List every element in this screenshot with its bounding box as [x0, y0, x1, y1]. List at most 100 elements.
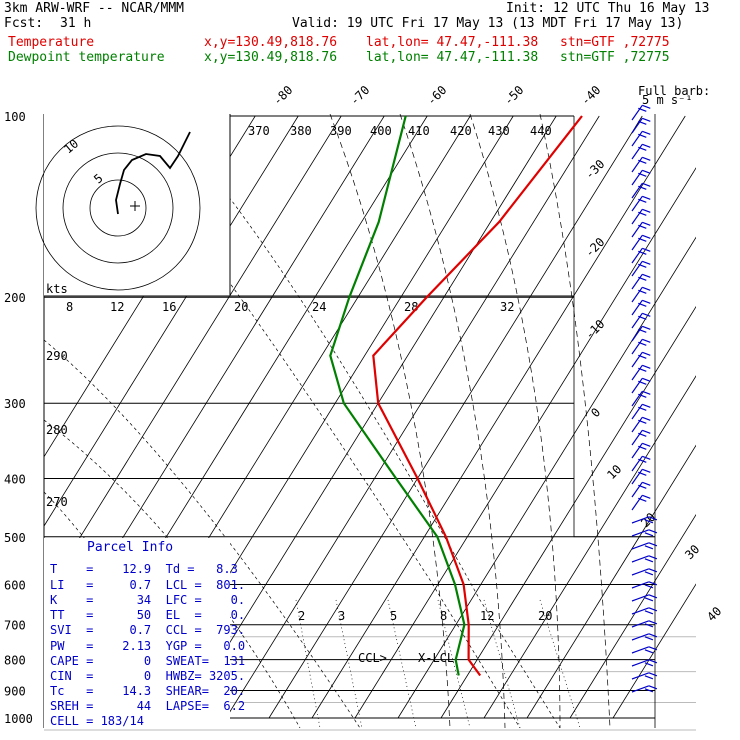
pressure-label: 400: [4, 472, 26, 486]
mixing-ratio-label: 5: [390, 609, 397, 623]
wind-barb: [631, 390, 651, 407]
pressure-label: 800: [4, 654, 26, 668]
wind-barb: [631, 468, 651, 485]
wind-barbs: [631, 104, 658, 693]
wind-barb: [631, 659, 658, 667]
isotherm-label: -40: [578, 83, 603, 108]
wind-barb: [631, 299, 651, 316]
wind-barb: [631, 455, 651, 472]
isotherm-label: -20: [582, 235, 607, 260]
temperature-legend: Temperature: [8, 35, 95, 50]
parcel-row: CELL = 183/14: [50, 714, 144, 728]
wind-barb: [631, 338, 651, 355]
isotherm-label: 0: [588, 405, 603, 420]
isotherm-line: [268, 115, 643, 719]
isotherm-label: 10: [604, 462, 624, 482]
isotherm-line: [483, 375, 696, 719]
wind-barb: [631, 685, 658, 693]
mixing-ratio-label: 8: [440, 609, 447, 623]
theta-label-top: 440: [530, 124, 552, 138]
isotherm-line: [440, 305, 696, 719]
valid-time: Valid: 19 UTC Fri 17 May 13 (13 MDT Fri …: [292, 16, 684, 31]
pressure-label: 600: [4, 578, 26, 592]
isotherm-line: [397, 236, 696, 719]
theta-label-top: 390: [330, 124, 352, 138]
theta-label-top: 400: [370, 124, 392, 138]
hodo-ring-speed-label: 16: [162, 300, 176, 314]
mixing-ratio-label: 20: [538, 609, 552, 623]
isotherm-label: -80: [270, 83, 295, 108]
wind-barb: [631, 494, 651, 511]
parcel-row: K = 34 LFC = 0.: [50, 593, 246, 607]
hodograph-trace: [115, 131, 191, 215]
wind-barb: [631, 234, 651, 251]
wind-barb: [631, 104, 651, 121]
isotherm-label: 30: [682, 542, 702, 562]
mixing-ratio-label: 2: [298, 609, 305, 623]
ccl-marker: CCL>: [358, 651, 387, 665]
hodo-ring-speed-label: 20: [234, 300, 248, 314]
wind-barb: [631, 646, 658, 654]
pressure-label: 100: [4, 110, 26, 124]
wind-barb: [631, 143, 651, 160]
isotherm-line: [354, 167, 696, 719]
temperature-xy: x,y=130.49,818.76: [204, 35, 338, 50]
hodo-ring-speed-label: 8: [66, 300, 73, 314]
wind-barb: [631, 555, 658, 563]
wind-barb: [631, 481, 651, 498]
wind-barb: [631, 542, 658, 550]
pressure-labels: 100 200 300 400 500 600 700 800 900 1000: [4, 110, 33, 726]
diagram-edge: [573, 116, 655, 538]
dewpoint-station: stn=GTF ,72775: [560, 50, 670, 65]
pressure-label: 700: [4, 619, 26, 633]
wind-barb: [631, 529, 658, 537]
wind-barb: [631, 195, 651, 212]
forecast-label: Fcst:: [4, 16, 44, 31]
hodo-units: kts: [46, 282, 68, 296]
forecast-hours: 31 h: [60, 16, 92, 31]
wind-barb: [631, 364, 651, 381]
isotherm-line: [311, 115, 686, 719]
parcel-row: SVI = 0.7 CCL = 793.: [50, 623, 246, 637]
wind-barb: [631, 169, 651, 186]
wind-barb: [631, 442, 651, 459]
model-title: 3km ARW-WRF -- NCAR/MMM: [4, 1, 185, 16]
wind-barb: [631, 516, 658, 524]
wind-barb: [631, 594, 658, 602]
wind-barb: [631, 633, 658, 641]
lcl-marker: X-LCL: [418, 651, 454, 665]
theta-label-top: 410: [408, 124, 430, 138]
wind-barb: [631, 221, 651, 238]
isotherm-label: -10: [582, 317, 607, 342]
moist-adiabats: [329, 114, 611, 728]
dewpoint-legend: Dewpoint temperature: [8, 50, 165, 65]
pressure-label: 1000: [4, 712, 33, 726]
dewpoint-latlon: lat,lon= 47.47,-111.38: [366, 50, 539, 65]
wind-barb: [631, 403, 651, 420]
wind-barb: [631, 429, 651, 446]
hodo-ring-speed-label: 32: [500, 300, 514, 314]
parcel-info-panel: Parcel Info T = 12.9 Td = 8.3 LI = 0.7 L…: [44, 538, 245, 728]
hodograph-inset: 5 10 kts: [35, 114, 574, 297]
init-time: Init: 12 UTC Thu 16 May 13: [506, 1, 710, 16]
parcel-row: Tc = 14.3 SHEAR= 20.: [50, 684, 246, 698]
wind-barb: [631, 377, 651, 394]
wind-barb: [631, 351, 651, 368]
wind-barb: [631, 568, 658, 576]
isotherm-label: 40: [704, 604, 724, 624]
isotherm-line: [225, 115, 600, 719]
pressure-label: 300: [4, 397, 26, 411]
isotherm-labels-top: -80 -70 -60 -50 -40: [270, 83, 603, 108]
parcel-row: T = 12.9 Td = 8.3: [50, 562, 238, 576]
isotherm-line: [526, 444, 696, 719]
parcel-row: SREH = 44 LAPSE= 6.2: [50, 699, 246, 713]
wind-barb: [631, 156, 651, 173]
dewpoint-xy: x,y=130.49,818.76: [204, 50, 338, 65]
parcel-row: CAPE = 0 SWEAT= 131: [50, 654, 246, 668]
wind-barb: [631, 286, 651, 303]
theta-label-top: 420: [450, 124, 472, 138]
parcel-row: TT = 50 EL = 0.: [50, 608, 246, 622]
mixing-ratio-label: 3: [338, 609, 345, 623]
parcel-row: LI = 0.7 LCL = 801.: [50, 578, 246, 592]
